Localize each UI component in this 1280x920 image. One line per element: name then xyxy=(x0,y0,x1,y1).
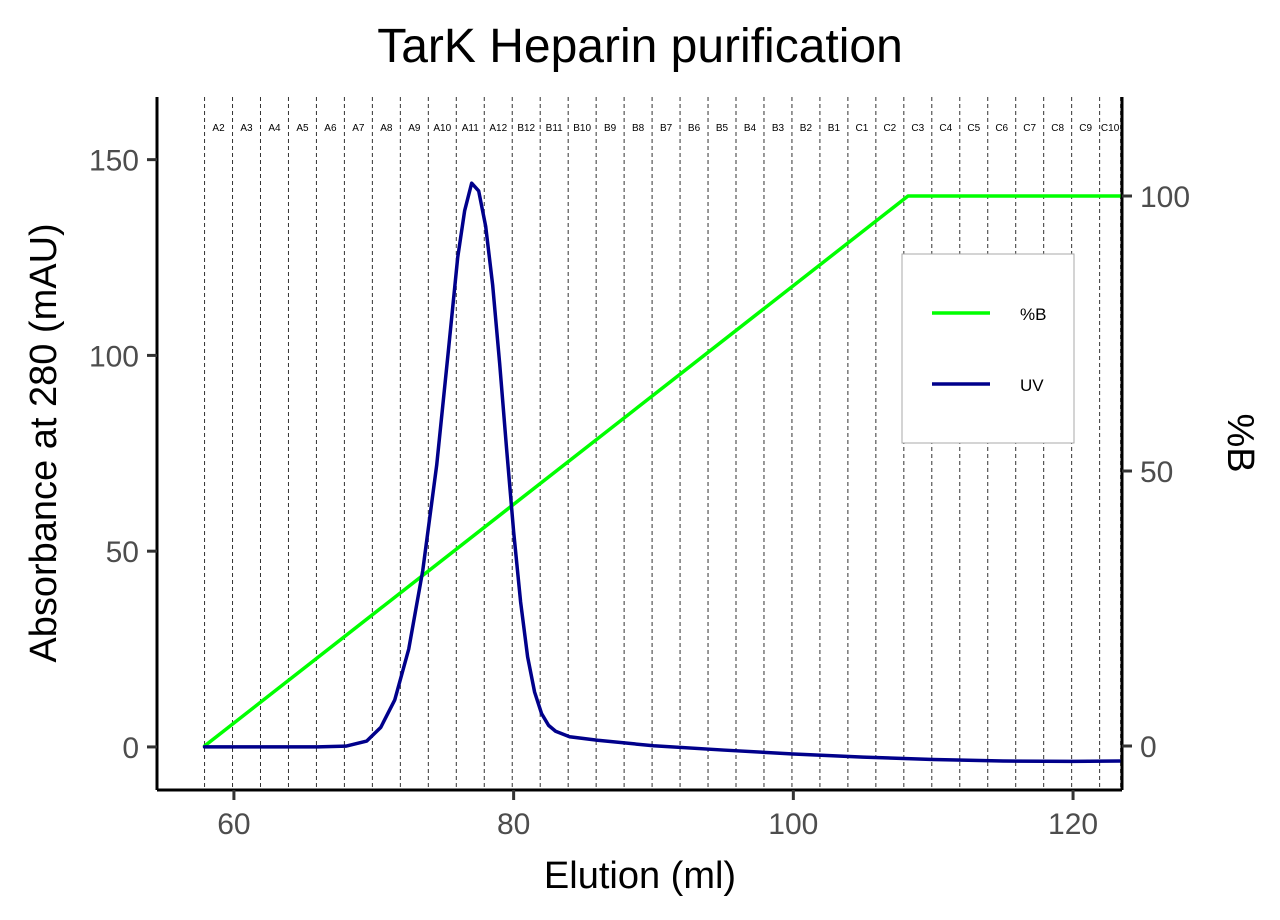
fraction-label-a4: A4 xyxy=(268,123,281,134)
fraction-label-b1: B1 xyxy=(828,123,841,134)
fraction-label-a2: A2 xyxy=(212,123,225,134)
x-tick-label-60: 60 xyxy=(217,808,250,841)
fraction-label-b5: B5 xyxy=(716,123,729,134)
y-axis-label: Absorbance at 280 (mAU) xyxy=(23,223,65,662)
fraction-label-b8: B8 xyxy=(632,123,645,134)
fraction-label-a10: A10 xyxy=(433,123,451,134)
fraction-label-c4: C4 xyxy=(939,123,952,134)
fraction-label-c9: C9 xyxy=(1079,123,1092,134)
series-layer xyxy=(202,181,1123,764)
ticks: 60 80 100 120 0 50 100 150 0 50 100 xyxy=(89,145,1190,841)
fraction-label-c2: C2 xyxy=(883,123,896,134)
fraction-label-b3: B3 xyxy=(772,123,785,134)
legend: %B UV xyxy=(901,253,1075,444)
fraction-label-c6: C6 xyxy=(995,123,1008,134)
fraction-lines xyxy=(204,97,1122,790)
fraction-label-b11: B11 xyxy=(546,123,563,134)
series-line-percent-b xyxy=(202,194,1123,748)
legend-label-uv: UV xyxy=(1020,376,1044,395)
y-tick-label-50: 50 xyxy=(106,536,139,569)
fraction-label-a6: A6 xyxy=(324,123,337,134)
y-tick-label-0: 0 xyxy=(122,732,139,765)
x-axis-label: Elution (ml) xyxy=(544,855,736,897)
y2-tick-label-100: 100 xyxy=(1140,181,1190,214)
legend-box xyxy=(901,253,1075,444)
x-tick-label-80: 80 xyxy=(497,808,530,841)
chart-title: TarK Heparin purification xyxy=(377,20,903,73)
y2-axis-label: %B xyxy=(1219,413,1261,472)
fraction-label-a11: A11 xyxy=(462,123,479,134)
fraction-label-c5: C5 xyxy=(967,123,980,134)
fraction-label-b4: B4 xyxy=(744,123,757,134)
fraction-label-a12: A12 xyxy=(489,123,507,134)
fraction-label-c8: C8 xyxy=(1051,123,1064,134)
series-line-uv xyxy=(202,181,1123,764)
fraction-label-a8: A8 xyxy=(380,123,393,134)
y-tick-label-100: 100 xyxy=(89,340,139,373)
fraction-label-b7: B7 xyxy=(660,123,673,134)
fraction-label-b10: B10 xyxy=(573,123,591,134)
fraction-label-b2: B2 xyxy=(800,123,813,134)
legend-label-percent-b: %B xyxy=(1020,305,1046,324)
x-tick-label-120: 120 xyxy=(1048,808,1098,841)
fraction-label-b6: B6 xyxy=(688,123,701,134)
fraction-label-a5: A5 xyxy=(296,123,309,134)
fraction-label-c7: C7 xyxy=(1023,123,1036,134)
y-tick-label-150: 150 xyxy=(89,145,139,178)
y2-tick-label-0: 0 xyxy=(1140,731,1157,764)
fraction-labels: A2 A3 A4 A5 A6 A7 A8 A9 A10 A11 A12 B12 B11 B10 B9 B8 B7… xyxy=(212,123,1119,134)
fraction-label-a3: A3 xyxy=(240,123,253,134)
fraction-label-c3: C3 xyxy=(911,123,924,134)
x-tick-label-100: 100 xyxy=(768,808,818,841)
axes xyxy=(155,97,1124,792)
fraction-label-c1: C1 xyxy=(855,123,868,134)
fraction-label-a7: A7 xyxy=(352,123,365,134)
y2-tick-label-50: 50 xyxy=(1140,456,1173,489)
fraction-label-b9: B9 xyxy=(604,123,617,134)
fraction-label-b12: B12 xyxy=(517,123,535,134)
fraction-label-c10: C10 xyxy=(1101,123,1120,134)
fraction-label-a9: A9 xyxy=(408,123,421,134)
